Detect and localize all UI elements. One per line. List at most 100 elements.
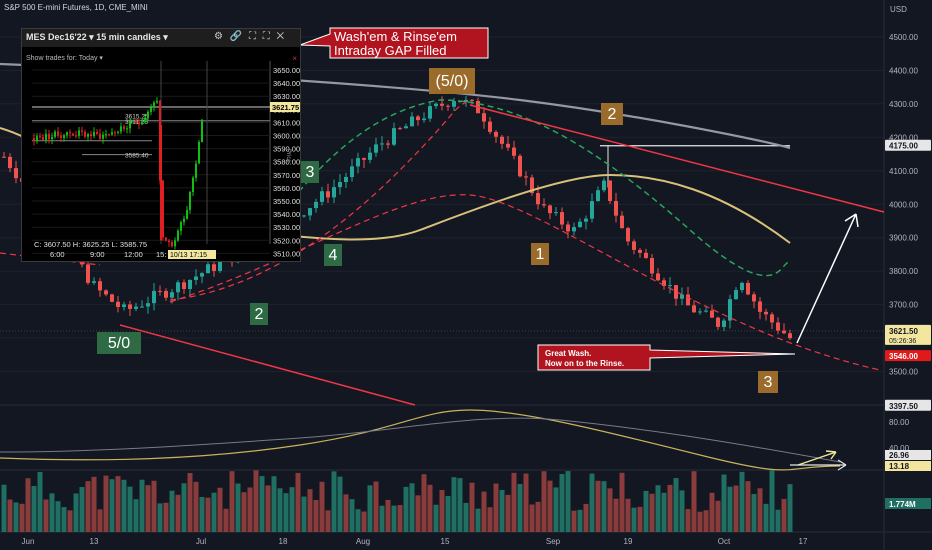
price-tick-label: 4100.00 [889, 167, 918, 176]
wave-label-box [250, 303, 268, 325]
volume-bar [55, 501, 61, 532]
volume-bar [679, 490, 685, 532]
volume-bar [85, 481, 91, 532]
price-marker [885, 350, 931, 362]
inset-price-tick: 3650.00 [273, 66, 300, 75]
candle-body [470, 99, 474, 101]
volume-bar [337, 476, 343, 532]
candle-body [314, 201, 318, 209]
wave-label-text: 3 [306, 164, 315, 181]
volume-bar [535, 501, 541, 532]
time-tick-label: Oct [718, 537, 731, 546]
price-tick-label: 4400.00 [889, 66, 918, 75]
osc-value-box [885, 450, 931, 460]
volume-bar [25, 478, 31, 532]
inset-show-trades[interactable]: Show trades for: Today ▾ [26, 55, 103, 62]
volume-bar [19, 503, 25, 532]
inset-candle-body [75, 135, 77, 137]
candle-body [176, 282, 180, 293]
volume-bar [739, 471, 745, 532]
candle-body [302, 215, 306, 217]
volume-bar [523, 473, 529, 532]
candle-body [758, 301, 762, 312]
volume-bar [133, 499, 139, 532]
price-marker [885, 399, 931, 411]
inset-candle-body [96, 131, 98, 134]
chart-title: S&P 500 E-mini Futures, 1D, CME_MINI [4, 3, 148, 12]
candle-body [104, 290, 108, 295]
candle-body [524, 176, 528, 178]
inset-close-icon[interactable]: × [292, 54, 297, 63]
candle-body [368, 152, 372, 160]
candle-body [122, 304, 126, 308]
intraday-inset-window[interactable]: MES Dec16'22 ▾ 15 min candles ▾ ⚙ 🔗 ⛶ ⛶ … [21, 28, 301, 262]
inset-toolbar[interactable]: MES Dec16'22 ▾ 15 min candles ▾ ⚙ 🔗 ⛶ ⛶ … [22, 29, 300, 47]
volume-bar [733, 485, 739, 532]
time-tick-label: 19 [624, 537, 633, 546]
candle-body [770, 314, 774, 323]
volume-bar [409, 483, 415, 532]
candle-body [692, 305, 696, 313]
candle-body [182, 282, 186, 289]
candle-body [644, 252, 648, 259]
volume-bar [499, 489, 505, 532]
volume-bar [727, 486, 733, 532]
inset-candle-body [156, 100, 158, 103]
osc-value-1: 26.96 [889, 451, 910, 460]
candle-body [146, 303, 150, 307]
volume-bar [751, 494, 757, 532]
volume-bar [145, 485, 151, 532]
wave-label-text: 4 [329, 247, 338, 264]
candle-body [602, 180, 606, 191]
price-tick-label: 4500.00 [889, 33, 918, 42]
volume-bar [463, 502, 469, 532]
candle-body [350, 166, 354, 178]
inset-symbol-label[interactable]: MES Dec16'22 ▾ 15 min candles ▾ [26, 32, 168, 42]
volume-bar [295, 472, 301, 532]
time-tick-label: 18 [279, 537, 288, 546]
volume-bar [469, 482, 475, 532]
ma-yellow-line [239, 173, 791, 244]
time-tick-label: Sep [546, 537, 561, 546]
candle-body [608, 180, 612, 201]
inset-candle-body [39, 136, 41, 138]
price-tick-label: 3900.00 [889, 234, 918, 243]
volume-bar [193, 481, 199, 532]
candle-body [164, 290, 168, 298]
projection-arrow-head [844, 213, 859, 228]
candle-body [398, 128, 402, 130]
candle-body [308, 208, 312, 216]
candle-body [188, 279, 192, 289]
inset-price-tick: 3610.00 [273, 118, 300, 127]
inset-candle-body [153, 102, 155, 108]
volume-bar [121, 479, 127, 532]
volume-value-label: 1.774M [889, 500, 916, 509]
volume-bar [277, 488, 283, 532]
inset-toolbar-icons[interactable]: ⚙ 🔗 ⛶ ⛶ ✕ [214, 31, 287, 42]
volume-bar [229, 471, 235, 532]
price-tick-label: 4200.00 [889, 133, 918, 142]
inset-price-tick: 3600.00 [273, 132, 300, 141]
inset-candle-body [120, 126, 122, 132]
inset-candle-body [78, 130, 80, 136]
candle-body [392, 128, 396, 145]
candle-body [668, 285, 672, 287]
candle-body [614, 200, 618, 216]
volume-bar [1, 484, 7, 532]
volume-bar [643, 490, 649, 532]
candle-body [722, 320, 726, 327]
inset-price-tick: 3630.00 [273, 92, 300, 101]
volume-bar [685, 509, 691, 532]
inset-candle-body [114, 132, 116, 134]
candle-body [488, 121, 492, 132]
osc-tick-label: 80.00 [889, 418, 910, 427]
inset-candle-body [108, 134, 110, 136]
volume-bar [259, 476, 265, 532]
red-trendline-lower [119, 324, 416, 406]
osc-yellow-line [0, 409, 841, 471]
volume-value-box [885, 498, 931, 509]
volume-bar [217, 487, 223, 532]
inset-time-tick: 6:00 [50, 250, 65, 259]
